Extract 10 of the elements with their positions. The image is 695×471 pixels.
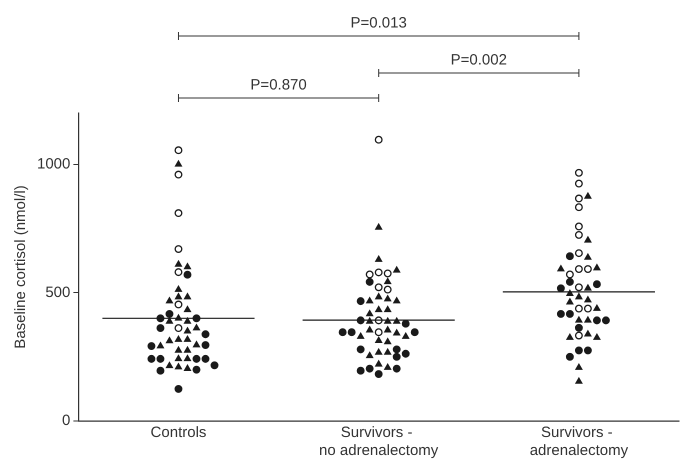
y-tick-label: 0 xyxy=(62,412,70,430)
text: P=0.870 xyxy=(250,76,307,94)
x-tick-label: Controls xyxy=(150,424,206,442)
y-axis-title: Baseline cortisol (nmol/l) xyxy=(12,185,30,349)
x-tick-label: Survivors - no adrenalectomy xyxy=(319,424,439,460)
text: P=0.002 xyxy=(450,52,507,69)
text: P=0.013 xyxy=(350,14,407,32)
x-tick-label: Survivors - adrenalectomy xyxy=(530,424,629,460)
y-tick-label: 500 xyxy=(45,284,70,301)
y-tick-label: 1000 xyxy=(36,155,70,172)
